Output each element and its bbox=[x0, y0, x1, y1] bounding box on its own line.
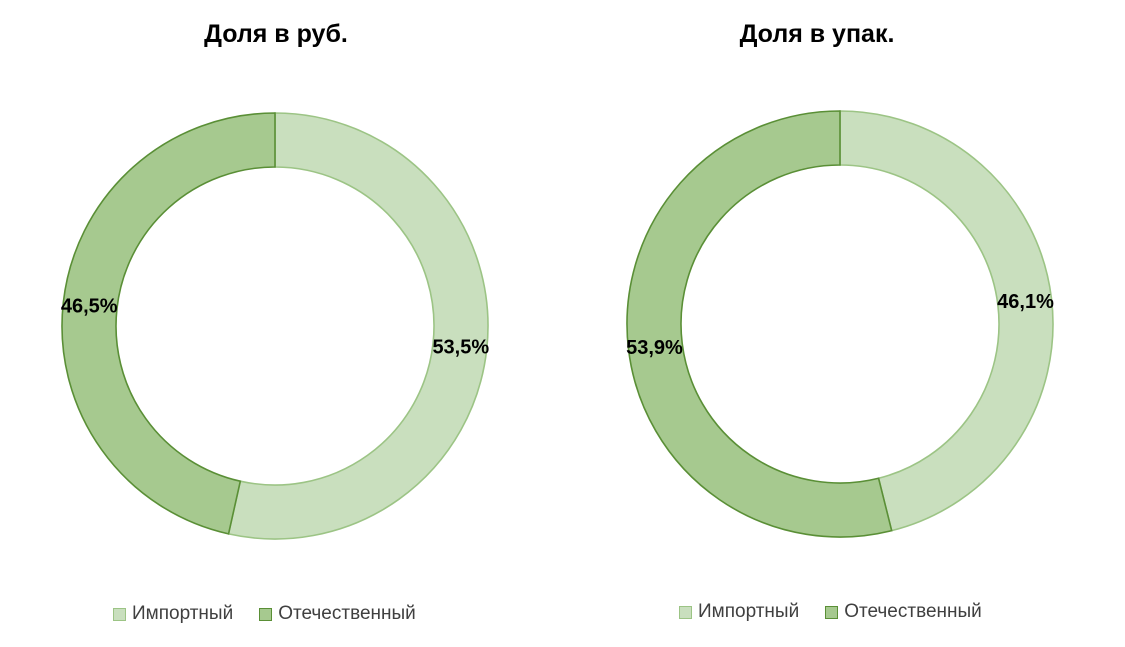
slice-import[interactable] bbox=[839, 110, 1054, 532]
legend-item-domestic[interactable]: Отечественный bbox=[825, 601, 982, 623]
legend-item-import[interactable]: Импортный bbox=[679, 601, 799, 623]
legend-rub: Импортный Отечественный bbox=[113, 603, 416, 625]
legend-item-import[interactable]: Импортный bbox=[113, 603, 233, 625]
data-label-domestic: 53,9% bbox=[626, 337, 683, 359]
data-label-domestic: 46,5% bbox=[61, 295, 118, 317]
slice-domestic[interactable] bbox=[626, 110, 893, 538]
legend-label-domestic: Отечественный bbox=[278, 603, 416, 624]
donut-chart-rub: 53,5% 46,5% bbox=[61, 112, 489, 540]
legend-label-import: Импортный bbox=[698, 601, 800, 622]
legend-label-import: Импортный bbox=[132, 603, 234, 624]
data-label-import: 46,1% bbox=[997, 291, 1054, 313]
slice-import[interactable] bbox=[227, 112, 489, 540]
donut-chart-upak: 46,1% 53,9% bbox=[626, 110, 1054, 538]
legend-label-domestic: Отечественный bbox=[844, 601, 982, 622]
legend-swatch-domestic bbox=[259, 607, 273, 621]
legend-swatch-import bbox=[679, 605, 692, 619]
data-label-import: 53,5% bbox=[432, 337, 489, 359]
legend-swatch-import bbox=[113, 607, 126, 621]
legend-swatch-domestic bbox=[825, 605, 839, 619]
chart-title-rub: Доля в руб. bbox=[204, 20, 348, 48]
slice-domestic[interactable] bbox=[61, 112, 276, 535]
legend-item-domestic[interactable]: Отечественный bbox=[259, 603, 416, 625]
legend-upak: Импортный Отечественный bbox=[679, 601, 982, 623]
chart-title-upak: Доля в упак. bbox=[739, 20, 895, 48]
